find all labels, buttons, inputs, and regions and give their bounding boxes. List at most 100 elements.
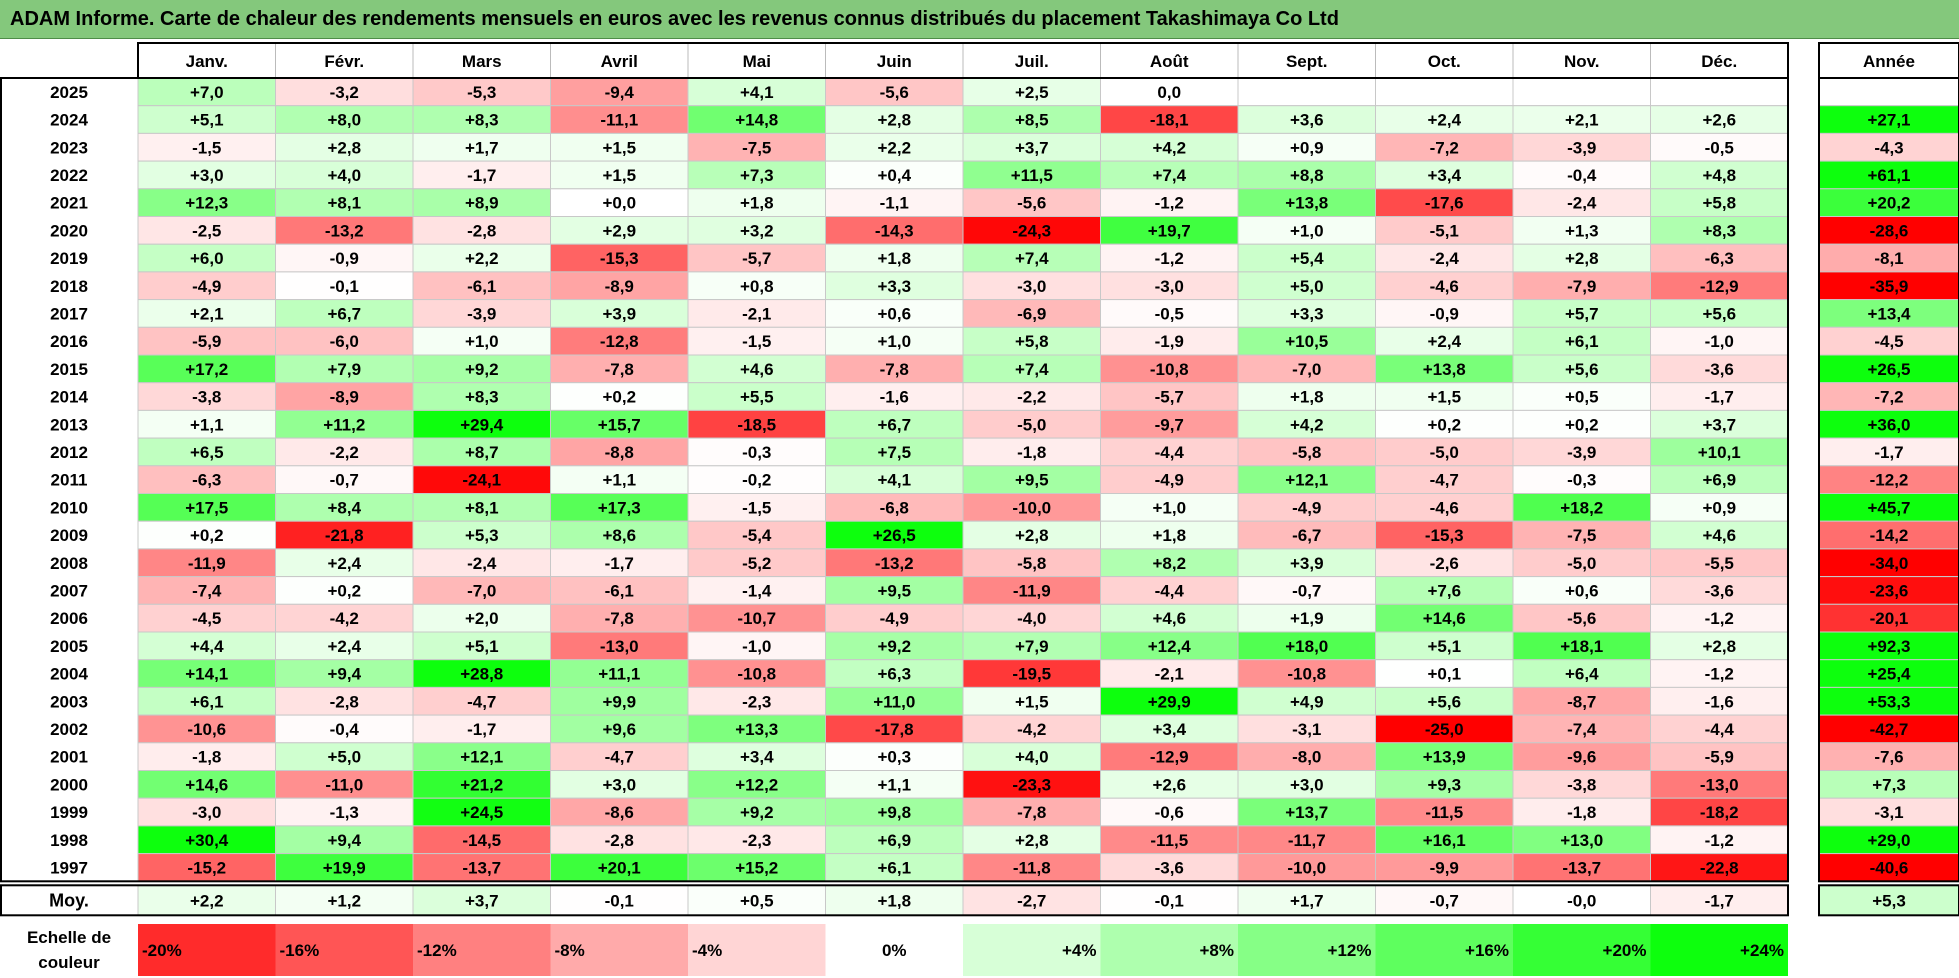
heatmap-cell-value: -2,6 — [1430, 554, 1459, 573]
heatmap-cell-value: +6,4 — [1565, 665, 1599, 684]
heatmap-cell-value: -1,5 — [742, 332, 771, 351]
heatmap-cell-value: -1,8 — [192, 748, 221, 767]
heatmap-cell-value: -3,0 — [192, 803, 221, 822]
heatmap-cell-value: -5,0 — [1567, 554, 1596, 573]
heatmap-cell-value: -2,2 — [330, 443, 359, 462]
heatmap-cell-value: +2,4 — [1427, 332, 1461, 351]
heatmap-cell — [137, 548, 276, 578]
heatmap-cell-value: +9,5 — [877, 581, 911, 600]
heatmap-cell-value: -1,7 — [467, 720, 496, 739]
heatmap-cell — [550, 437, 689, 467]
heatmap-cell — [412, 686, 551, 716]
heatmap-cell-value: -3,6 — [1155, 858, 1184, 877]
heatmap-cell-value: +3,0 — [190, 166, 224, 185]
heatmap-cell — [1512, 409, 1651, 439]
heatmap-cell-value: +15,7 — [598, 415, 641, 434]
heatmap-cell-value: +8,8 — [1290, 166, 1324, 185]
heatmap-cell-value: +3,7 — [1702, 415, 1736, 434]
heatmap-cell-value: -5,0 — [1017, 415, 1046, 434]
heatmap-cell-value: +5,6 — [1702, 304, 1736, 323]
month-header-cell — [137, 42, 276, 79]
heatmap-cell-value: -2,3 — [742, 692, 771, 711]
heatmap-cell-value: -1,9 — [1155, 332, 1184, 351]
month-header-cell — [1100, 42, 1239, 79]
heatmap-cell-value: +3,9 — [602, 304, 636, 323]
heatmap-cell-value: +4,6 — [1152, 609, 1186, 628]
heatmap-cell — [1375, 243, 1514, 273]
year-label: 2019 — [50, 249, 88, 268]
heatmap-cell-value: -6,0 — [330, 332, 359, 351]
heatmap-cell-value: +12,1 — [460, 748, 503, 767]
heatmap-cell-value: -0,9 — [1430, 304, 1459, 323]
heatmap-cell — [275, 825, 414, 855]
heatmap-cell-value: +0,6 — [1565, 581, 1599, 600]
heatmap-cell — [275, 520, 414, 550]
heatmap-cell-value: -6,9 — [1017, 304, 1046, 323]
heatmap-cell — [275, 576, 414, 605]
heatmap-cell — [1375, 326, 1514, 356]
heatmap-cell-value: +24,5 — [460, 803, 503, 822]
heatmap-cell-value: +11,0 — [873, 692, 915, 711]
heatmap-cell — [1100, 132, 1239, 162]
heatmap-cell-value: +2,6 — [1152, 775, 1186, 794]
heatmap-cell — [275, 299, 414, 328]
heatmap-cell-value: -6,1 — [467, 277, 496, 296]
heatmap-cell-value: -19,5 — [1012, 665, 1051, 684]
heatmap-cell — [1650, 105, 1789, 134]
heatmap-cell-value: +18,2 — [1560, 498, 1603, 517]
heatmap-cell-value: +20,1 — [598, 858, 641, 877]
heatmap-cell — [1650, 465, 1789, 494]
heatmap-cell-value: +11,5 — [1011, 166, 1053, 185]
heatmap-cell-value: +0,2 — [190, 526, 224, 545]
heatmap-cell-value: -6,8 — [880, 498, 909, 517]
heatmap-cell-value: +1,1 — [877, 775, 911, 794]
month-header-label: Nov. — [1564, 52, 1600, 71]
heatmap-cell-value: -5,1 — [1430, 221, 1459, 240]
heatmap-cell-value: -18,1 — [1150, 111, 1189, 130]
heatmap-cell — [137, 465, 276, 494]
heatmap-cell — [962, 409, 1101, 439]
heatmap-cell — [275, 659, 414, 688]
heatmap-cell-value: -1,5 — [192, 138, 221, 157]
annual-cell — [1818, 520, 1959, 550]
heatmap-cell-value: +13,9 — [1423, 748, 1466, 767]
heatmap-cell — [550, 797, 689, 827]
heatmap-cell-value: +0,6 — [877, 304, 911, 323]
heatmap-cell-value: -17,8 — [875, 720, 914, 739]
annual-cell — [1818, 354, 1959, 384]
heatmap-cell-value: +2,8 — [877, 111, 911, 130]
heatmap-cell-value: +2,2 — [877, 138, 911, 157]
scale-swatch-label: +20% — [1603, 941, 1647, 960]
heatmap-cell — [1100, 853, 1239, 882]
heatmap-cell-value: -1,6 — [880, 388, 909, 407]
heatmap-cell-value: -22,8 — [1700, 858, 1739, 877]
annual-cell-value: -8,1 — [1874, 249, 1903, 268]
annual-grid-border — [1818, 77, 1959, 883]
heatmap-cell — [550, 465, 689, 494]
heatmap-cell-value: +0,0 — [602, 194, 636, 213]
heatmap-cell-value: +6,1 — [877, 858, 911, 877]
heatmap-cell-value: +14,8 — [735, 111, 778, 130]
heatmap-cell-value: -2,5 — [192, 221, 221, 240]
average-cell-value: +1,8 — [877, 891, 911, 910]
heatmap-cell — [1650, 797, 1789, 827]
annual-cell-value: +45,7 — [1867, 498, 1910, 517]
heatmap-cell-value: -12,9 — [1700, 277, 1739, 296]
heatmap-cell — [412, 465, 551, 494]
heatmap-cell-value: +0,1 — [1427, 665, 1461, 684]
heatmap-cell-value: -2,3 — [742, 831, 771, 850]
heatmap-cell — [1100, 686, 1239, 716]
heatmap-cell-value: -5,5 — [1705, 554, 1734, 573]
heatmap-cell-value: +12,1 — [1285, 471, 1328, 490]
heatmap-cell-value: +8,3 — [1702, 221, 1736, 240]
heatmap-cell — [137, 382, 276, 411]
month-header-cell — [825, 42, 964, 79]
heatmap-cell-value: -8,6 — [605, 803, 634, 822]
scale-swatch-label: +8% — [1200, 941, 1235, 960]
heatmap-cell — [962, 354, 1101, 384]
annual-cell-value: -42,7 — [1870, 720, 1909, 739]
heatmap-cell-value: -25,0 — [1425, 720, 1464, 739]
heatmap-cell — [825, 686, 964, 716]
heatmap-cell — [137, 160, 276, 190]
heatmap-cell-value: -1,2 — [1155, 194, 1184, 213]
